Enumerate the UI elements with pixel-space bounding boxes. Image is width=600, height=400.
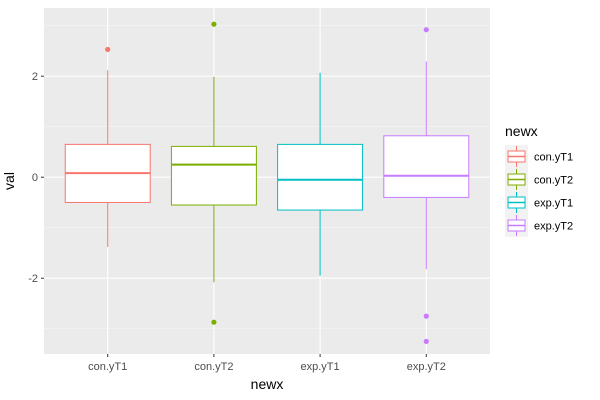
- y-tick-label: 2: [32, 71, 38, 83]
- legend-key-con.yT1: [505, 145, 528, 168]
- x-axis: con.yT1 con.yT2 exp.yT1 exp.yT2: [88, 354, 446, 373]
- box-con.yT1: [64, 46, 151, 247]
- box-exp.yT2: [383, 27, 470, 344]
- legend-label: exp.yT2: [534, 221, 573, 233]
- outlier-point: [211, 21, 217, 27]
- outlier-point: [423, 313, 429, 319]
- outlier-point: [423, 27, 429, 33]
- legend-label: con.yT1: [534, 152, 573, 164]
- box-exp.yT1: [277, 72, 364, 276]
- legend-title: newx: [505, 123, 538, 139]
- x-tick-label: exp.yT1: [301, 361, 340, 373]
- box-body: [277, 143, 364, 211]
- boxes-layer: [64, 21, 470, 344]
- legend: newx con.yT1 con.yT2 exp.yT1 exp.yT2: [505, 123, 573, 237]
- box-body: [383, 135, 470, 198]
- legend-key-con.yT2: [505, 168, 528, 191]
- minor-gridlines: [44, 25, 490, 330]
- legend-label: con.yT2: [534, 175, 573, 187]
- outlier-point: [211, 319, 217, 325]
- outlier-point: [423, 338, 429, 344]
- legend-key-exp.yT1: [505, 191, 528, 214]
- x-tick-label: con.yT2: [194, 361, 233, 373]
- legend-label: exp.yT1: [534, 198, 573, 210]
- x-axis-title: newx: [251, 376, 284, 392]
- x-tick-label: con.yT1: [88, 361, 127, 373]
- box-body: [170, 145, 257, 206]
- box-con.yT2: [170, 21, 257, 325]
- y-tick-label: 0: [32, 172, 38, 184]
- legend-key-exp.yT2: [505, 214, 528, 237]
- y-axis-title: val: [1, 172, 17, 190]
- y-axis: -2 0 2: [28, 71, 44, 285]
- x-tick-label: exp.yT2: [407, 361, 446, 373]
- y-tick-label: -2: [28, 273, 38, 285]
- outlier-point: [105, 46, 111, 53]
